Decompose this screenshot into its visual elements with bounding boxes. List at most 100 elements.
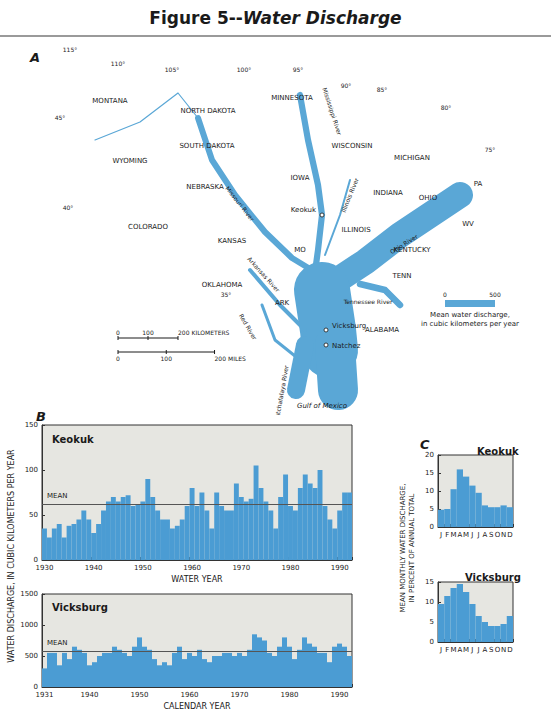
svg-text:A: A xyxy=(457,531,462,539)
svg-text:Atchafalaya River: Atchafalaya River xyxy=(273,364,290,415)
svg-text:75°: 75° xyxy=(485,146,496,153)
svg-text:200KILOMETERS: 200KILOMETERS xyxy=(178,329,230,336)
svg-text:5: 5 xyxy=(430,505,434,513)
svg-text:S: S xyxy=(489,646,494,654)
svg-text:MEAN: MEAN xyxy=(47,492,68,500)
svg-text:NORTH DAKOTA: NORTH DAKOTA xyxy=(180,107,235,115)
svg-text:1970: 1970 xyxy=(231,691,249,699)
svg-text:M: M xyxy=(451,531,457,539)
svg-text:WISCONSIN: WISCONSIN xyxy=(332,142,373,150)
svg-text:J: J xyxy=(439,531,442,539)
svg-text:O: O xyxy=(495,646,501,654)
svg-text:0: 0 xyxy=(430,638,434,646)
svg-text:ILLINOIS: ILLINOIS xyxy=(341,226,371,234)
svg-text:PA: PA xyxy=(474,180,483,188)
svg-text:WATER DISCHARGE, IN CUBIC KILO: WATER DISCHARGE, IN CUBIC KILOMETERS PER… xyxy=(7,449,16,663)
svg-text:SOUTH DAKOTA: SOUTH DAKOTA xyxy=(179,142,234,150)
svg-text:1500: 1500 xyxy=(20,590,38,598)
svg-text:D: D xyxy=(507,531,512,539)
svg-text:150: 150 xyxy=(25,421,38,429)
svg-text:CALENDAR YEAR: CALENDAR YEAR xyxy=(163,702,231,711)
svg-text:A: A xyxy=(482,646,487,654)
svg-text:OKLAHOMA: OKLAHOMA xyxy=(202,281,243,289)
svg-text:OHIO: OHIO xyxy=(419,194,438,202)
svg-text:Natchez: Natchez xyxy=(332,342,361,350)
svg-text:35°: 35° xyxy=(221,291,232,298)
svg-text:80°: 80° xyxy=(441,104,452,111)
svg-text:MEAN: MEAN xyxy=(47,639,68,647)
svg-text:C: C xyxy=(420,437,430,452)
svg-text:115°: 115° xyxy=(63,46,77,53)
svg-text:105°: 105° xyxy=(165,66,179,73)
svg-text:WV: WV xyxy=(462,220,474,228)
svg-text:Keokuk: Keokuk xyxy=(291,206,317,214)
svg-text:Tennessee River: Tennessee River xyxy=(343,298,393,305)
svg-text:N: N xyxy=(501,646,506,654)
svg-text:20: 20 xyxy=(425,451,434,459)
svg-text:J: J xyxy=(477,531,480,539)
svg-text:J: J xyxy=(470,531,473,539)
svg-text:KANSAS: KANSAS xyxy=(218,237,247,245)
svg-text:1000: 1000 xyxy=(20,621,38,629)
svg-text:TENN: TENN xyxy=(391,272,411,280)
svg-text:45°: 45° xyxy=(55,114,66,121)
svg-text:A: A xyxy=(482,531,487,539)
svg-text:Keokuk: Keokuk xyxy=(477,446,519,457)
svg-text:1990: 1990 xyxy=(331,564,349,572)
svg-text:J: J xyxy=(477,646,480,654)
svg-text:5: 5 xyxy=(430,618,434,626)
svg-text:0: 0 xyxy=(116,355,120,362)
svg-text:85°: 85° xyxy=(377,86,388,93)
svg-text:Mean water discharge,: Mean water discharge, xyxy=(430,311,510,319)
svg-text:MINNESOTA: MINNESOTA xyxy=(271,94,313,102)
svg-text:1950: 1950 xyxy=(131,691,149,699)
svg-text:M: M xyxy=(463,531,469,539)
svg-text:WATER YEAR: WATER YEAR xyxy=(171,575,223,584)
svg-text:A: A xyxy=(457,646,462,654)
svg-text:200MILES: 200MILES xyxy=(215,355,247,362)
svg-text:90°: 90° xyxy=(341,82,352,89)
svg-text:WYOMING: WYOMING xyxy=(112,157,147,165)
svg-text:100: 100 xyxy=(142,329,154,336)
svg-text:50: 50 xyxy=(29,511,38,519)
svg-text:1990: 1990 xyxy=(331,691,349,699)
svg-text:40°: 40° xyxy=(63,204,74,211)
svg-text:100: 100 xyxy=(25,466,38,474)
svg-text:in cubic kilometers per year: in cubic kilometers per year xyxy=(421,320,519,328)
svg-text:0: 0 xyxy=(116,329,120,336)
svg-text:1960: 1960 xyxy=(181,691,199,699)
svg-text:COLORADO: COLORADO xyxy=(128,223,168,231)
svg-text:KENTUCKY: KENTUCKY xyxy=(393,246,431,254)
svg-text:J: J xyxy=(439,646,442,654)
svg-text:100°: 100° xyxy=(237,66,251,73)
svg-text:M: M xyxy=(463,646,469,654)
svg-text:15: 15 xyxy=(425,469,434,477)
svg-text:1930: 1930 xyxy=(36,564,54,572)
svg-text:Vicksburg: Vicksburg xyxy=(332,322,366,330)
svg-text:S: S xyxy=(489,531,494,539)
svg-text:1931: 1931 xyxy=(36,691,54,699)
svg-text:10: 10 xyxy=(425,487,434,495)
svg-text:1940: 1940 xyxy=(81,691,99,699)
svg-text:Vicksburg: Vicksburg xyxy=(52,602,108,613)
svg-text:D: D xyxy=(507,646,512,654)
svg-text:1970: 1970 xyxy=(232,564,250,572)
svg-text:Arkansas River: Arkansas River xyxy=(246,255,282,293)
svg-text:MEAN MONTHLY WATER DISCHARGE,: MEAN MONTHLY WATER DISCHARGE, xyxy=(399,484,407,613)
svg-text:1950: 1950 xyxy=(134,564,152,572)
svg-text:110°: 110° xyxy=(111,60,125,67)
svg-text:10: 10 xyxy=(425,598,434,606)
svg-text:Ohio River: Ohio River xyxy=(389,232,420,255)
svg-text:100: 100 xyxy=(161,355,173,362)
svg-text:Keokuk: Keokuk xyxy=(52,434,94,445)
svg-text:ARK: ARK xyxy=(275,299,290,307)
svg-text:INDIANA: INDIANA xyxy=(373,189,403,197)
svg-text:NEBRASKA: NEBRASKA xyxy=(186,183,224,191)
svg-text:1940: 1940 xyxy=(85,564,103,572)
svg-text:MICHIGAN: MICHIGAN xyxy=(394,154,430,162)
svg-text:Gulf of Mexico: Gulf of Mexico xyxy=(297,402,347,410)
svg-text:N: N xyxy=(501,531,506,539)
svg-text:F: F xyxy=(445,646,449,654)
svg-text:A: A xyxy=(29,50,40,65)
svg-text:1980: 1980 xyxy=(281,691,299,699)
